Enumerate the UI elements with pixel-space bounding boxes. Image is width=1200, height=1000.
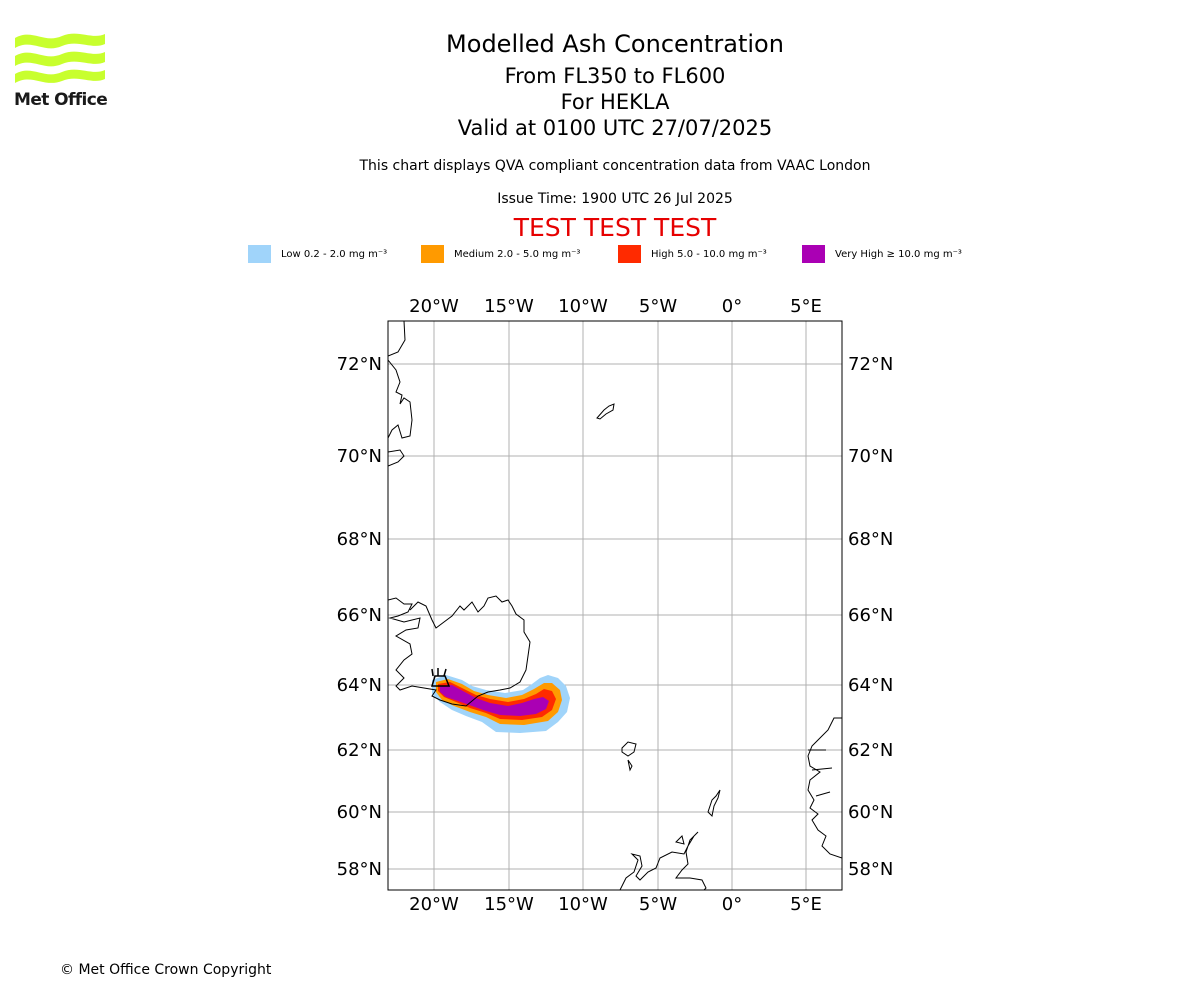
lon-label-top: 20°W	[409, 296, 459, 317]
faroe-islands-coast	[621, 741, 637, 772]
valid-time: Valid at 0100 UTC 27/07/2025	[457, 116, 773, 140]
legend-swatch-very-high	[802, 245, 825, 263]
jan-mayen-coast	[596, 403, 615, 420]
lat-label-right: 60°N	[848, 802, 893, 823]
ash-very-high-area	[440, 685, 549, 716]
lat-label-right: 72°N	[848, 354, 893, 375]
lat-label-left: 72°N	[337, 354, 382, 375]
met-office-logo-text: Met Office	[14, 90, 108, 110]
lat-label-right: 66°N	[848, 605, 893, 626]
coastlines	[388, 321, 842, 890]
longitude-labels-bottom: 20°W 15°W 10°W 5°W 0° 5°E	[409, 894, 822, 915]
legend-label-medium: Medium 2.0 - 5.0 mg m⁻³	[454, 248, 581, 260]
scotland-coast	[619, 831, 707, 890]
legend-item-very-high: Very High ≥ 10.0 mg m⁻³	[802, 244, 962, 264]
lat-label-left: 64°N	[337, 675, 382, 696]
lon-label-bottom: 5°E	[790, 894, 822, 915]
lat-label-left: 60°N	[337, 802, 382, 823]
lon-label-top: 15°W	[484, 296, 534, 317]
iceland-coast	[388, 595, 531, 707]
legend-swatch-high	[618, 245, 641, 263]
norway-coast	[807, 717, 842, 859]
concentration-legend: Low 0.2 - 2.0 mg m⁻³ Medium 2.0 - 5.0 mg…	[0, 244, 1200, 264]
test-banner: TEST TEST TEST	[513, 213, 717, 242]
latitude-labels-left: 72°N 70°N 68°N 66°N 64°N 62°N 60°N 58°N	[337, 354, 382, 880]
flight-level-range: From FL350 to FL600	[504, 64, 726, 88]
lon-label-bottom: 0°	[722, 894, 742, 915]
lon-label-top: 0°	[722, 296, 742, 317]
lon-label-top: 10°W	[558, 296, 608, 317]
chart-description: This chart displays QVA compliant concen…	[359, 158, 871, 174]
volcano-name: For HEKLA	[560, 90, 670, 114]
lat-label-left: 68°N	[337, 529, 382, 550]
lat-label-left: 62°N	[337, 740, 382, 761]
legend-swatch-medium	[421, 245, 444, 263]
met-office-logo	[15, 33, 105, 83]
legend-item-medium: Medium 2.0 - 5.0 mg m⁻³	[421, 244, 580, 264]
lat-label-right: 64°N	[848, 675, 893, 696]
lat-label-right: 58°N	[848, 859, 893, 880]
lat-label-right: 62°N	[848, 740, 893, 761]
graticule	[388, 321, 842, 890]
lat-label-right: 70°N	[848, 446, 893, 467]
map-frame	[387, 320, 843, 891]
lat-label-left: 58°N	[337, 859, 382, 880]
ash-plume	[432, 675, 570, 733]
lon-label-bottom: 10°W	[558, 894, 608, 915]
lat-label-left: 66°N	[337, 605, 382, 626]
legend-swatch-low	[248, 245, 271, 263]
lon-label-bottom: 5°W	[639, 894, 677, 915]
lon-label-top: 5°E	[790, 296, 822, 317]
issue-time: Issue Time: 1900 UTC 26 Jul 2025	[497, 191, 733, 207]
greenland-coast	[388, 321, 413, 467]
lat-label-left: 70°N	[337, 446, 382, 467]
shetland-coast	[707, 789, 721, 818]
legend-item-high: High 5.0 - 10.0 mg m⁻³	[618, 244, 767, 264]
latitude-labels-right: 72°N 70°N 68°N 66°N 64°N 62°N 60°N 58°N	[848, 354, 893, 880]
legend-label-very-high: Very High ≥ 10.0 mg m⁻³	[835, 248, 962, 260]
legend-item-low: Low 0.2 - 2.0 mg m⁻³	[248, 244, 387, 264]
legend-label-high: High 5.0 - 10.0 mg m⁻³	[651, 248, 767, 260]
hekla-symbol	[430, 668, 451, 687]
legend-label-low: Low 0.2 - 2.0 mg m⁻³	[281, 248, 388, 260]
longitude-labels-top: 20°W 15°W 10°W 5°W 0° 5°E	[409, 296, 822, 317]
lat-label-right: 68°N	[848, 529, 893, 550]
chart-title: Modelled Ash Concentration	[446, 30, 784, 58]
lon-label-top: 5°W	[639, 296, 677, 317]
copyright-notice: © Met Office Crown Copyright	[60, 962, 272, 978]
lon-label-bottom: 20°W	[409, 894, 459, 915]
lon-label-bottom: 15°W	[484, 894, 534, 915]
